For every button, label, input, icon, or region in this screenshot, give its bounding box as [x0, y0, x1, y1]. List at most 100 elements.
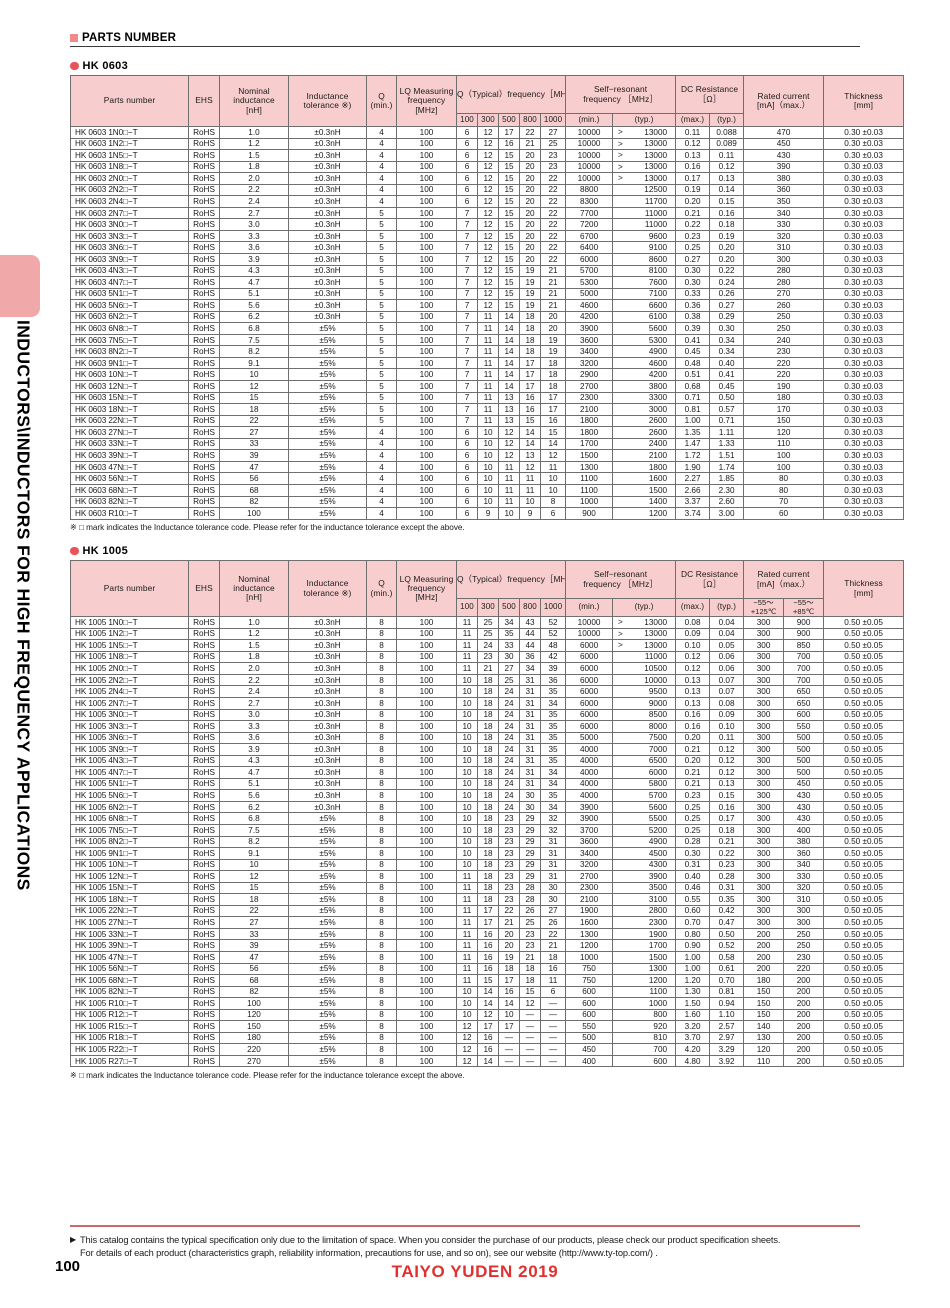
- cell-dcr-typ: 0.14: [709, 183, 745, 197]
- cell-rated-current-125c: 300: [743, 847, 785, 860]
- cell-q-value: 7: [456, 310, 478, 324]
- cell-q-value: 15: [477, 974, 499, 987]
- cell-lq-frequency: 100: [396, 345, 457, 358]
- cell-dcr-typ: 0.42: [709, 904, 745, 918]
- cell-q-value: 18: [519, 322, 541, 335]
- cell-dcr-max: 1.30: [675, 985, 711, 999]
- cell-ehs: RoHS: [188, 149, 220, 162]
- cell-q-value: 18: [519, 974, 541, 987]
- col-srf-min: (min.): [565, 113, 614, 127]
- table-row: HK 0603 2N0□−T RoHS 2.0 ±0.3nH 4 100 6 12 15 20 22…: [70, 172, 905, 185]
- cell-q-value: 7: [456, 368, 478, 382]
- cell-q-min: 5: [366, 333, 397, 347]
- cell-srf-min: 2300: [565, 391, 614, 405]
- cell-rated-current-125c: 300: [743, 870, 785, 883]
- cell-q-min: 5: [366, 276, 397, 289]
- cell-q-value: 35: [498, 627, 520, 641]
- cell-srf-typ: 2300: [612, 916, 677, 929]
- cell-srf-min: 750: [565, 962, 614, 976]
- cell-ehs: RoHS: [188, 1054, 220, 1068]
- cell-q-min: 4: [366, 507, 397, 520]
- cell-rated-current-85c: 250: [783, 927, 825, 941]
- cell-srf-min: 5300: [565, 276, 614, 289]
- cell-nominal-inductance: 15: [219, 391, 289, 405]
- cell-nominal-inductance: 56: [219, 472, 289, 485]
- cell-q-value: 12: [477, 229, 499, 243]
- cell-dcr-max: 0.12: [675, 662, 711, 675]
- cell-q-value: 11: [539, 974, 567, 987]
- table-row: HK 1005 3N6□−T RoHS 3.6 ±0.3nH 8 100 10 18 24 31 3…: [70, 731, 905, 745]
- cell-q-min: 4: [366, 483, 397, 497]
- cell-srf-min: 6000: [565, 720, 614, 733]
- cell-dcr-typ: 1.11: [709, 426, 745, 439]
- cell-q-value: 6: [456, 483, 478, 497]
- cell-dcr-typ: 0.16: [709, 800, 745, 814]
- cell-thickness: 0.50 ±0.05: [823, 743, 905, 756]
- cell-dcr-max: 0.23: [675, 229, 711, 243]
- cell-thickness: 0.50 ±0.05: [823, 870, 905, 883]
- cell-ehs: RoHS: [188, 137, 220, 151]
- cell-q-value: 23: [498, 823, 520, 837]
- cell-nominal-inductance: 3.3: [219, 229, 289, 243]
- cell-q-value: 15: [498, 287, 520, 301]
- cell-nominal-inductance: 3.0: [219, 708, 289, 722]
- cell-inductance-tolerance: ±5%: [288, 368, 367, 382]
- table-row: HK 0603 3N6□−T RoHS 3.6 ±0.3nH 5 100 7 12 15 20 22…: [70, 241, 905, 254]
- table-row: HK 1005 68N□−T RoHS 68 ±5% 8 100 11 15 17 18 11 750…: [70, 974, 905, 987]
- cell-q-value: 12: [519, 997, 541, 1010]
- cell-q-value: 18: [519, 310, 541, 324]
- cell-q-min: 4: [366, 149, 397, 162]
- cell-srf-min: 3200: [565, 356, 614, 370]
- cell-lq-frequency: 100: [396, 881, 457, 895]
- cell-q-min: 8: [366, 858, 397, 872]
- cell-rated-current: 80: [743, 483, 825, 497]
- cell-lq-frequency: 100: [396, 997, 457, 1010]
- cell-srf-min: 5000: [565, 731, 614, 745]
- table-row: HK 1005 18N□−T RoHS 18 ±5% 8 100 11 18 23 28 30 210…: [70, 893, 905, 906]
- cell-nominal-inductance: 3.0: [219, 218, 289, 231]
- cell-q-value: —: [539, 1020, 567, 1033]
- cell-q-value: 17: [477, 904, 499, 918]
- cell-parts-number: HK 0603 3N3□−T: [70, 229, 189, 243]
- cell-parts-number: HK 1005 8N2□−T: [70, 835, 189, 849]
- cell-q-value: 20: [519, 218, 541, 231]
- cell-q-value: 15: [498, 160, 520, 174]
- cell-q-min: 4: [366, 449, 397, 462]
- cell-q-value: 6: [456, 507, 478, 520]
- cell-q-value: 12: [456, 1020, 478, 1033]
- cell-nominal-inductance: 22: [219, 904, 289, 918]
- cell-rated-current-125c: 300: [743, 766, 785, 779]
- cell-parts-number: HK 1005 6N2□−T: [70, 800, 189, 814]
- cell-srf-min: 3600: [565, 835, 614, 849]
- cell-nominal-inductance: 1.8: [219, 160, 289, 174]
- col-dcr-typ: (typ.): [709, 113, 745, 127]
- cell-srf-typ: 11000: [612, 650, 677, 664]
- cell-q-value: 36: [519, 650, 541, 664]
- cell-ehs: RoHS: [188, 391, 220, 405]
- cell-q-value: 18: [519, 333, 541, 347]
- cell-ehs: RoHS: [188, 985, 220, 999]
- cell-lq-frequency: 100: [396, 835, 457, 849]
- cell-inductance-tolerance: ±0.3nH: [288, 253, 367, 266]
- cell-q-value: 6: [456, 449, 478, 462]
- cell-q-min: 8: [366, 985, 397, 999]
- cell-dcr-typ: 0.18: [709, 823, 745, 837]
- cell-q-value: 17: [519, 380, 541, 393]
- cell-rated-current: 270: [743, 287, 825, 301]
- cell-inductance-tolerance: ±5%: [288, 962, 367, 976]
- cell-rated-current-125c: 300: [743, 731, 785, 745]
- cell-q-value: 12: [477, 206, 499, 220]
- cell-q-value: 18: [539, 368, 567, 382]
- cell-q-value: 31: [539, 858, 567, 872]
- spec-table-hk1005: Parts number EHS Nominal inductance [nH] Indu…: [70, 560, 905, 1068]
- cell-q-value: 29: [519, 870, 541, 883]
- cell-q-value: 14: [498, 380, 520, 393]
- cell-thickness: 0.50 ±0.05: [823, 1054, 905, 1068]
- table-row: HK 1005 1N8□−T RoHS 1.8 ±0.3nH 8 100 11 23 30 36 4…: [70, 650, 905, 664]
- col-lq-measuring-frequency: LQ Measuring frequency [MHz]: [396, 75, 457, 127]
- cell-rated-current-125c: 150: [743, 1008, 785, 1022]
- cell-q-value: 6: [456, 472, 478, 485]
- cell-q-value: 34: [539, 696, 567, 710]
- cell-q-value: 13: [519, 449, 541, 462]
